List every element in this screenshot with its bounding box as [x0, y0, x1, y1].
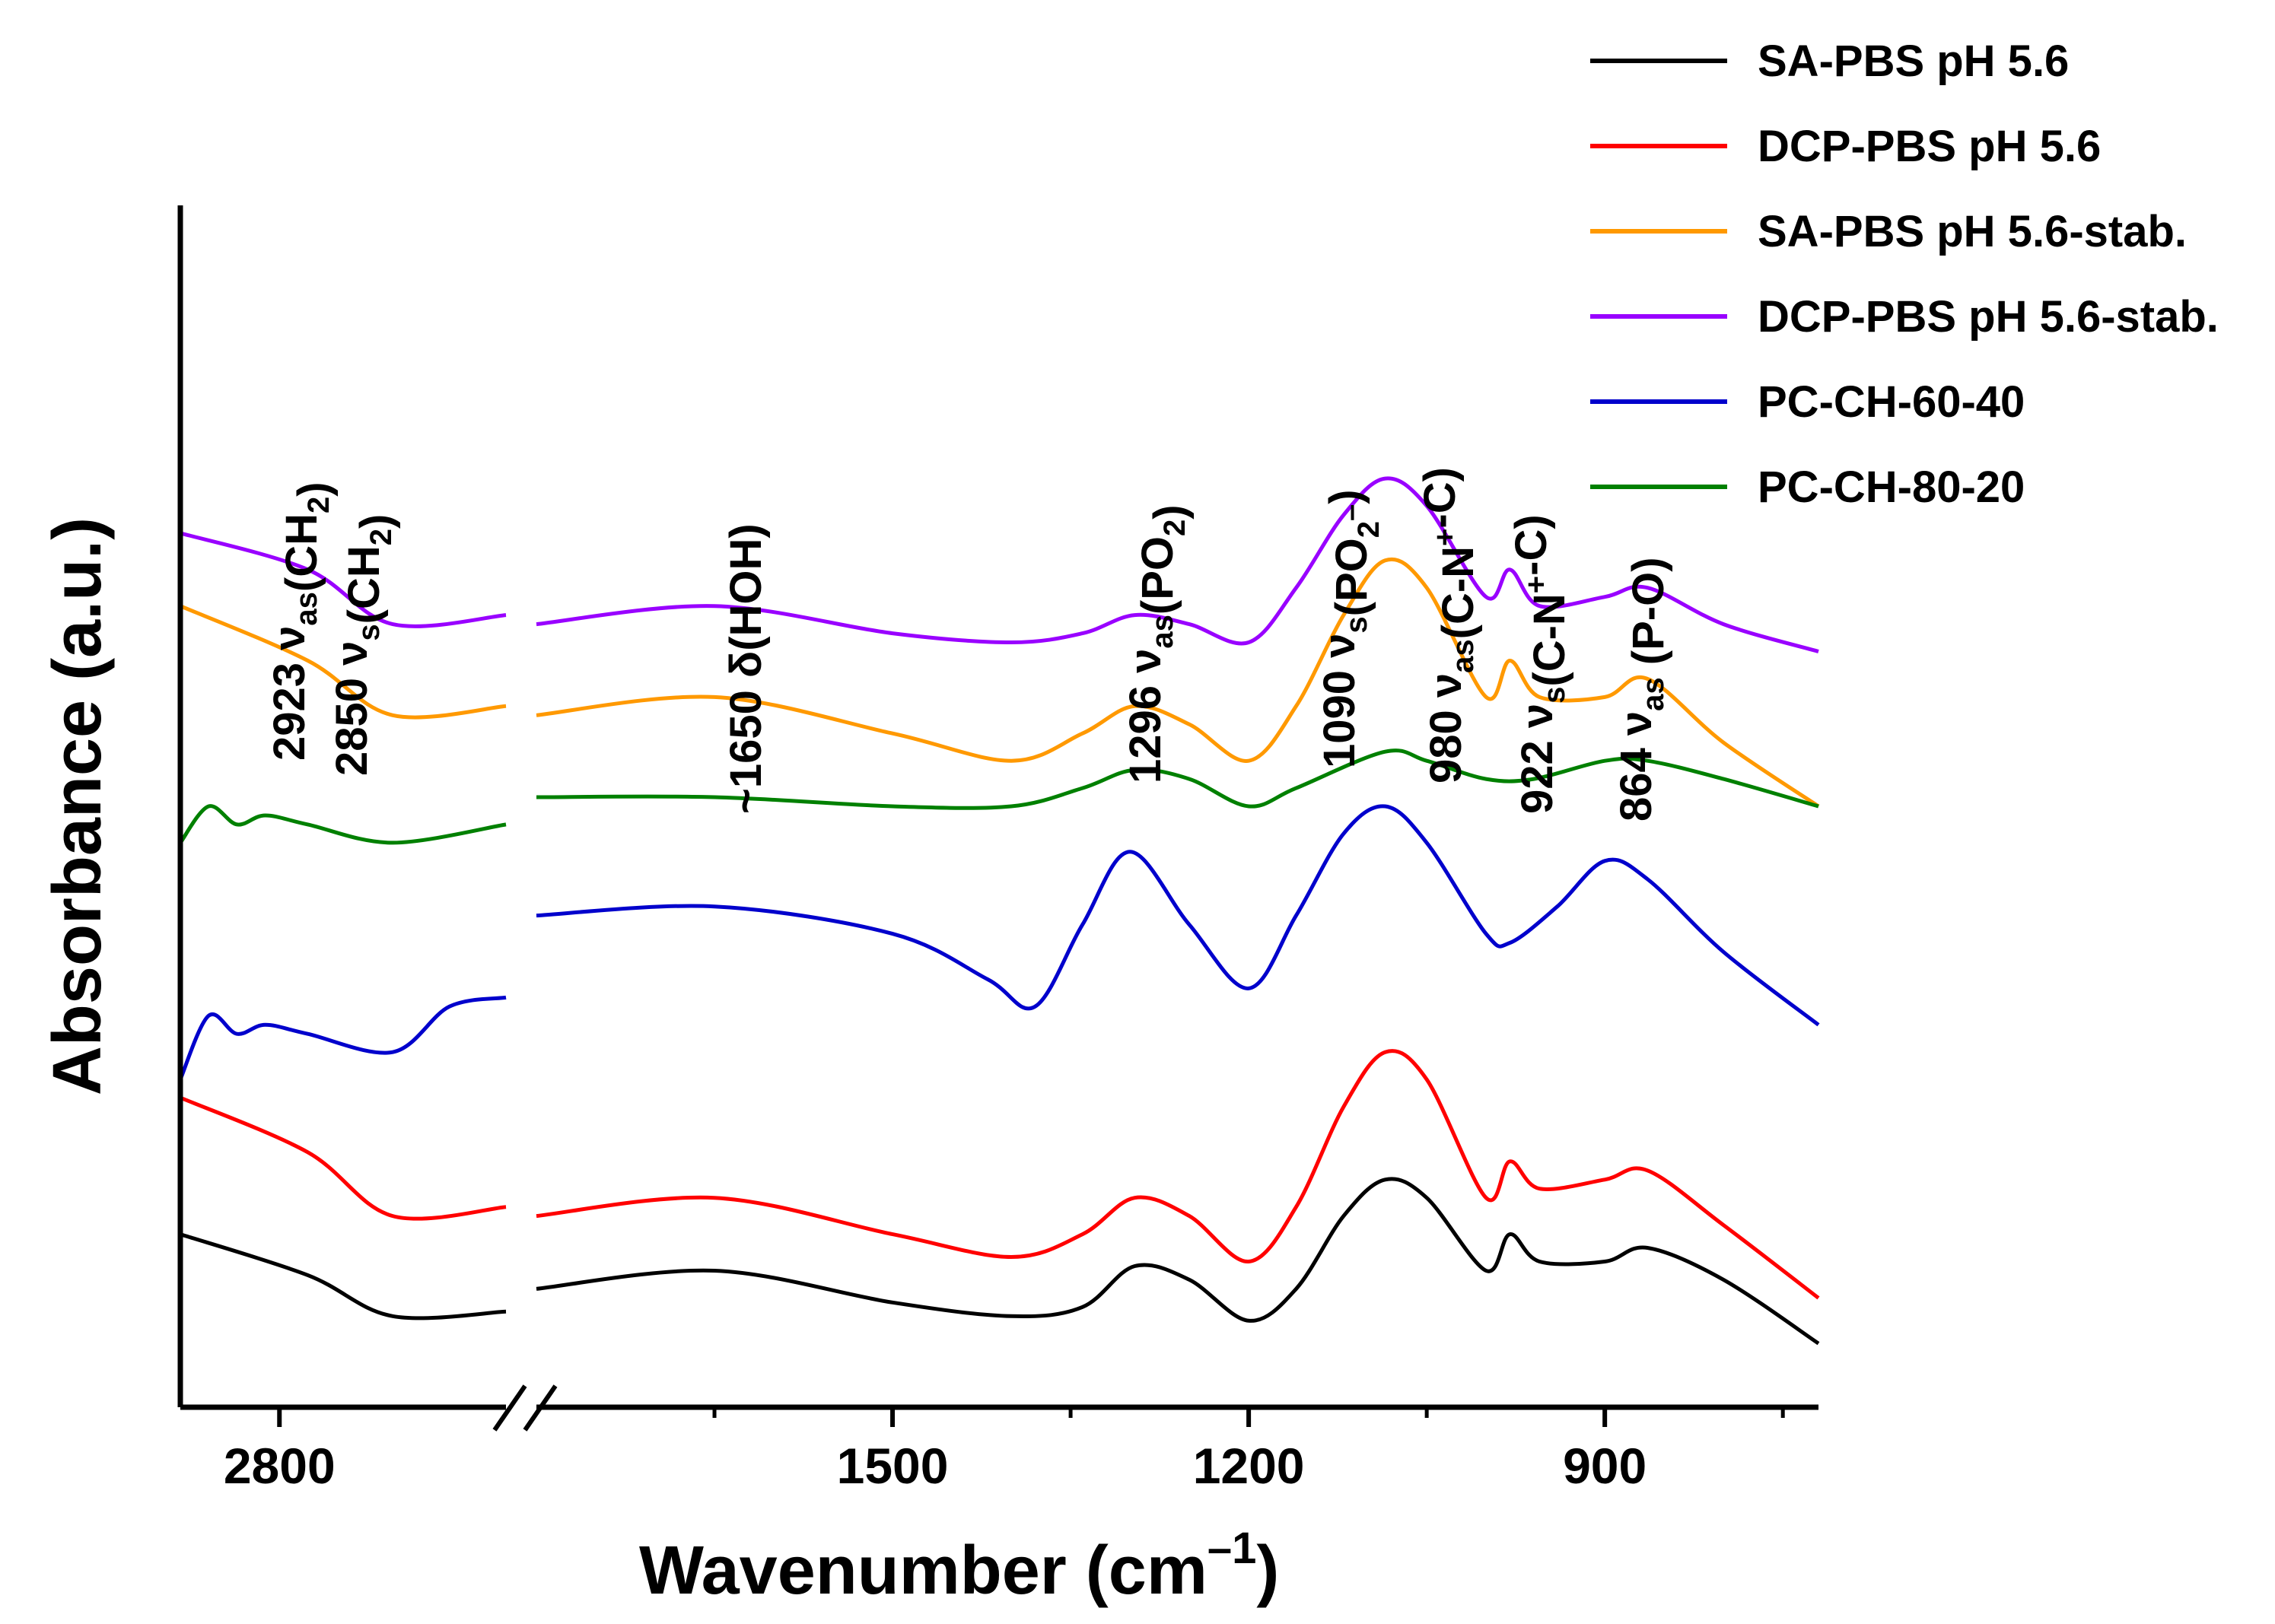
- peak-label-1296: 1296 νas(PO2): [1121, 504, 1195, 783]
- peak-label-1650: ~1650 δ(HOH): [721, 523, 771, 814]
- axis-break-mark-1: [492, 1384, 527, 1432]
- series-line-sa-pbs-ph-5-6-right: [536, 1177, 1820, 1346]
- legend-label: SA-PBS pH 5.6-stab.: [1758, 207, 2187, 256]
- peak-label-1090: 1090 νs(PO2–): [1315, 489, 1386, 768]
- series-line-sa-pbs-ph-5-6-stab-left: [180, 604, 507, 720]
- peak-annotations: 2923 νas(CH2)2850 νs(CH2) ~1650 δ(HOH) 129…: [265, 467, 1673, 822]
- series-line-pc-ch-60-40-left: [178, 995, 507, 1081]
- series-line-dcp-pbs-ph-5-6-right: [536, 1049, 1820, 1300]
- axes: [177, 205, 1818, 1432]
- series-line-dcp-pbs-ph-5-6-stab-right: [536, 476, 1819, 653]
- x-ticks: 2800 1500 1200 900: [224, 1407, 1785, 1494]
- series-line-dcp-pbs-ph-5-6-left: [180, 1095, 507, 1221]
- peak-label-2923: 2923 νas(CH2): [265, 481, 339, 761]
- series-line-pc-ch-60-40-right: [536, 804, 1820, 1027]
- x-tick-label: 2800: [224, 1438, 336, 1494]
- series-line-pc-ch-80-20-right: [536, 748, 1819, 810]
- y-axis-title: Absorbance (a.u.): [40, 517, 116, 1095]
- legend-label: DCP-PBS pH 5.6-stab.: [1758, 292, 2219, 342]
- legend-label: PC-CH-80-20: [1758, 462, 2025, 512]
- spectra-series: [178, 476, 1820, 1346]
- series-line-dcp-pbs-ph-5-6-stab-left: [180, 531, 507, 628]
- axis-break-mark-2: [523, 1384, 558, 1432]
- peak-label-2850: 2850 νs(CH2): [327, 514, 401, 776]
- legend-label: PC-CH-60-40: [1758, 377, 2025, 427]
- legend-label: DCP-PBS pH 5.6: [1758, 122, 2101, 171]
- peak-label-922: 922 νs(C-N+-C): [1507, 514, 1574, 814]
- legend: SA-PBS pH 5.6 DCP-PBS pH 5.6 SA-PBS pH 5.6…: [1590, 37, 2219, 512]
- series-line-pc-ch-80-20-left: [178, 804, 507, 845]
- x-tick-label: 1200: [1193, 1438, 1305, 1494]
- peak-label-864: 864 νas (P-O): [1612, 557, 1673, 822]
- series-line-sa-pbs-ph-5-6-left: [180, 1232, 507, 1320]
- x-tick-label: 1500: [837, 1438, 949, 1494]
- legend-label: SA-PBS pH 5.6: [1758, 37, 2069, 86]
- x-tick-label: 900: [1563, 1438, 1647, 1494]
- series-line-sa-pbs-ph-5-6-stab-right: [536, 557, 1820, 809]
- peak-label-980: 980 νas(C-N+-C): [1415, 467, 1483, 783]
- x-axis-title: Wavenumber (cm–1): [639, 1524, 1279, 1609]
